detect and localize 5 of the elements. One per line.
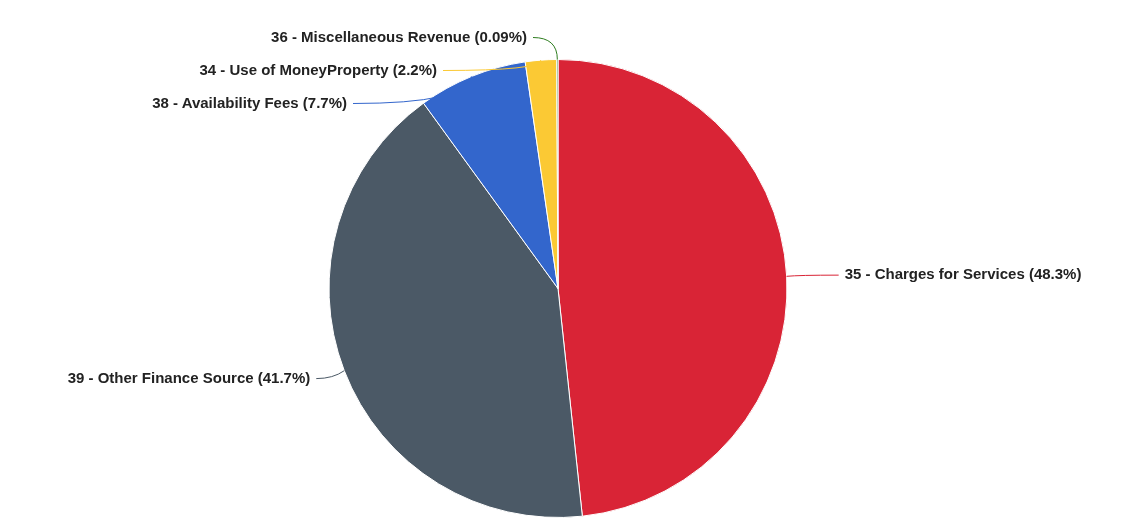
slice-label: 38 - Availability Fees (7.7%) — [152, 93, 347, 111]
slice-label: 39 - Other Finance Source (41.7%) — [67, 368, 311, 386]
slice-label: 36 - Miscellaneous Revenue (0.09%) — [271, 27, 527, 45]
slice-label: 34 - Use of MoneyProperty (2.2%) — [199, 60, 437, 78]
slice-label: 35 - Charges for Services (48.3%) — [844, 265, 1082, 283]
